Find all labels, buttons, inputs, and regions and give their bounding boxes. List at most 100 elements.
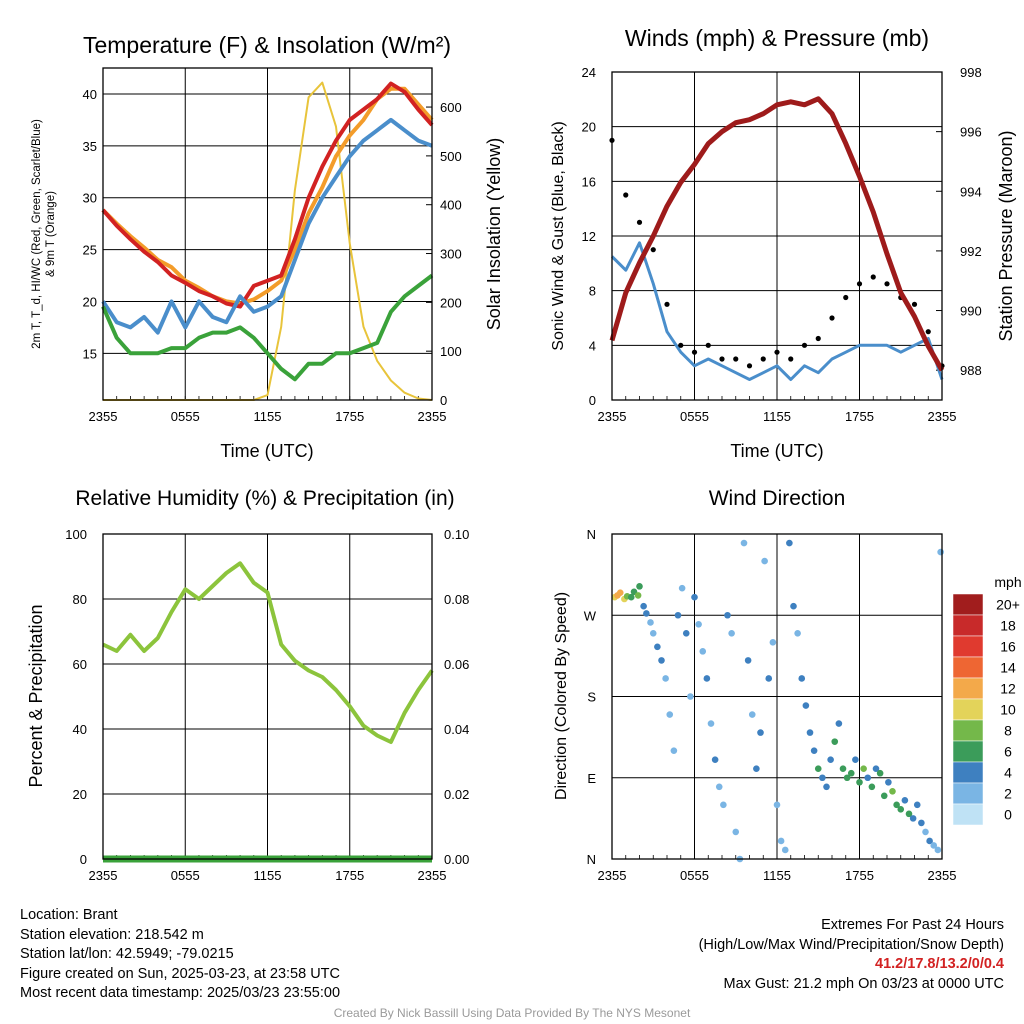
temperature-y2tick-label: 500 bbox=[440, 149, 462, 164]
direction-point bbox=[658, 657, 665, 664]
direction-point bbox=[640, 602, 647, 610]
gust-point bbox=[884, 281, 890, 287]
direction-point bbox=[724, 611, 731, 619]
gust-point bbox=[664, 301, 670, 307]
humidity-xtick-label: 1755 bbox=[335, 868, 364, 883]
winds-xtick-label: 1755 bbox=[845, 409, 874, 424]
temperature-xtick-label: 2355 bbox=[89, 409, 118, 424]
direction-point bbox=[691, 593, 698, 601]
gust-point bbox=[691, 349, 698, 355]
winds-y2tick-label: 996 bbox=[960, 125, 982, 140]
temperature-ytick-label: 25 bbox=[83, 243, 97, 258]
direction-point bbox=[814, 765, 822, 773]
humidity-ytick-label: 0 bbox=[80, 852, 87, 867]
direction-point bbox=[847, 769, 855, 777]
direction-point bbox=[864, 774, 872, 782]
elevation-text: Station elevation: 218.542 m bbox=[20, 926, 204, 943]
humidity-ytick-label: 20 bbox=[73, 787, 87, 802]
direction-point bbox=[893, 801, 900, 809]
direction-point bbox=[934, 846, 942, 854]
temperature-xtick-label: 1155 bbox=[254, 409, 282, 424]
direction-point bbox=[777, 837, 785, 845]
direction-point bbox=[769, 639, 777, 646]
direction-point bbox=[798, 675, 806, 682]
direction-point bbox=[634, 592, 642, 599]
direction-point bbox=[662, 675, 669, 682]
direction-point bbox=[922, 828, 929, 836]
temperature-ytick-label: 20 bbox=[83, 294, 97, 309]
direction-ytick-label: W bbox=[584, 608, 597, 623]
direction-point bbox=[909, 815, 917, 822]
direction-point bbox=[765, 675, 773, 682]
colorbar-label: 12 bbox=[1000, 681, 1016, 697]
direction-point bbox=[839, 765, 847, 773]
gust-point bbox=[856, 281, 863, 287]
winds-xtick-label: 2355 bbox=[598, 409, 627, 424]
extremes-title: Extremes For Past 24 Hours bbox=[821, 917, 1004, 933]
temperature-xlabel: Time (UTC) bbox=[220, 441, 313, 461]
direction-point bbox=[753, 765, 760, 773]
humidity-frame bbox=[102, 533, 433, 860]
colorbar-swatch bbox=[952, 635, 984, 658]
colorbar-label: 16 bbox=[1000, 639, 1016, 655]
extremes-values: 41.2/17.8/13.2/0/0.4 bbox=[875, 956, 1004, 972]
direction-point bbox=[901, 797, 909, 804]
colorbar-swatch bbox=[952, 677, 984, 700]
humidity-xtick-label: 1155 bbox=[254, 868, 282, 883]
colorbar-label: 10 bbox=[1000, 702, 1016, 718]
colorbar-swatch bbox=[952, 740, 984, 763]
colorbar-swatch bbox=[952, 719, 984, 742]
direction-point bbox=[674, 611, 682, 619]
gust-point bbox=[925, 329, 931, 335]
direction-point bbox=[781, 846, 789, 854]
temperature-y2label: Solar Insolation (Yellow) bbox=[484, 138, 504, 330]
direction-point bbox=[720, 801, 727, 809]
gust-point bbox=[623, 192, 629, 198]
direction-point bbox=[885, 778, 892, 786]
direction-point bbox=[876, 769, 884, 777]
humidity-y2tick-label: 0.02 bbox=[444, 787, 469, 802]
colorbar-title: mph bbox=[994, 574, 1021, 590]
temperature-ylabel-line1: 2m T, T_d, HI/WC (Red, Green, Scarlet/Bl… bbox=[31, 119, 43, 349]
direction-point bbox=[872, 765, 880, 773]
direction-point bbox=[616, 589, 624, 596]
direction-point bbox=[860, 765, 867, 773]
direction-point bbox=[897, 806, 905, 813]
colorbar-swatch bbox=[952, 698, 984, 721]
humidity-xtick-label: 2355 bbox=[418, 868, 447, 883]
winds-y2label: Station Pressure (Maroon) bbox=[996, 130, 1016, 341]
direction-ytick-label: E bbox=[587, 771, 596, 786]
temperature-title: Temperature (F) & Insolation (W/m²) bbox=[83, 32, 451, 58]
temperature-ytick-label: 35 bbox=[83, 139, 97, 154]
direction-point bbox=[843, 774, 851, 782]
direction-title: Wind Direction bbox=[709, 487, 846, 510]
direction-point bbox=[715, 783, 723, 791]
winds-y2tick-label: 994 bbox=[960, 184, 982, 199]
direction-point bbox=[806, 729, 814, 736]
direction-ytick-label: N bbox=[587, 527, 596, 542]
winds-xtick-label: 0555 bbox=[680, 409, 709, 424]
direction-point bbox=[835, 720, 843, 727]
gust-point bbox=[733, 356, 739, 362]
temperature-y2tick-label: 400 bbox=[440, 198, 462, 213]
direction-point bbox=[707, 720, 715, 727]
winds-y2tick-label: 998 bbox=[960, 65, 982, 80]
winds-ylabel: Sonic Wind & Gust (Blue, Black) bbox=[550, 121, 567, 350]
max-gust-text: Max Gust: 21.2 mph On 03/23 at 0000 UTC bbox=[723, 975, 1004, 992]
winds-title: Winds (mph) & Pressure (mb) bbox=[625, 25, 929, 51]
pressure-line bbox=[609, 96, 945, 372]
direction-point bbox=[744, 657, 752, 664]
winds-ytick-label: 24 bbox=[582, 65, 596, 80]
humidity-ytick-label: 80 bbox=[73, 592, 87, 607]
humidity-ytick-label: 100 bbox=[65, 527, 87, 542]
temperature-ylabel-line2: & 9m T (Orange) bbox=[45, 191, 57, 277]
temperature-xtick-label: 1755 bbox=[335, 409, 364, 424]
winds-xtick-label: 1155 bbox=[763, 409, 791, 424]
credit-text: Created By Nick Bassill Using Data Provi… bbox=[333, 1006, 691, 1020]
colorbar-swatch bbox=[952, 614, 984, 637]
winds-ytick-label: 16 bbox=[582, 174, 596, 189]
humidity-xtick-label: 2355 bbox=[89, 868, 118, 883]
direction-ylabel: Direction (Colored By Speed) bbox=[553, 592, 570, 800]
direction-point bbox=[831, 738, 839, 745]
